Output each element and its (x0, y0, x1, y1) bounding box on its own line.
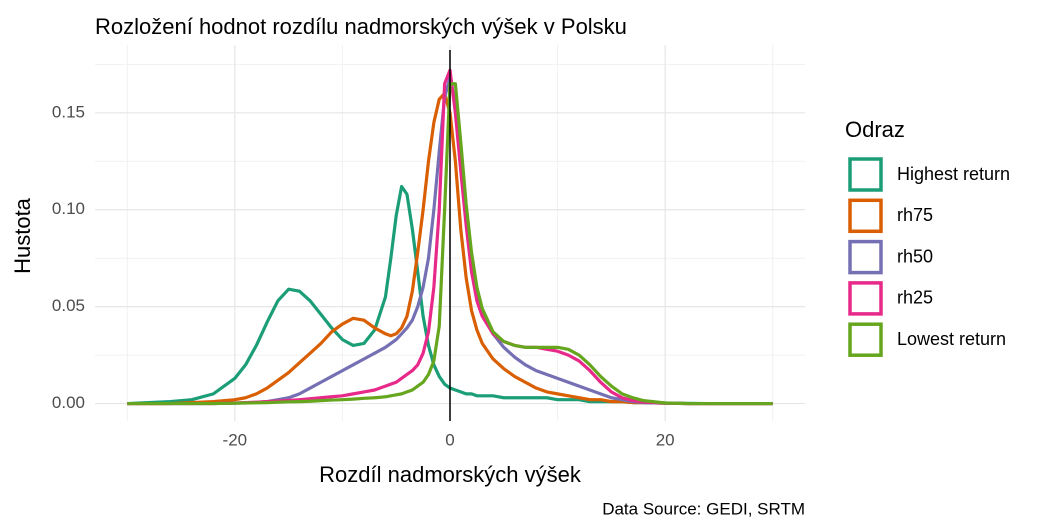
density-line (127, 91, 773, 406)
legend-label: rh25 (897, 288, 933, 308)
y-tick-label: 0.10 (52, 199, 85, 218)
y-tick-label: 0.05 (52, 296, 85, 315)
y-axis-label: Hustota (10, 197, 35, 274)
y-tick-label: 0.15 (52, 102, 85, 121)
x-axis-label: Rozdíl nadmorských výšek (319, 462, 582, 487)
y-tick-label: 0.00 (52, 393, 85, 412)
legend-key (848, 239, 883, 275)
legend-label: rh50 (897, 246, 933, 266)
chart-title: Rozložení hodnot rozdílu nadmorských výš… (95, 14, 627, 39)
legend-key (848, 281, 883, 316)
x-tick-label: 20 (656, 430, 675, 449)
legend-key (848, 322, 883, 357)
legend-label: Lowest return (897, 329, 1006, 349)
legend-title: Odraz (845, 117, 905, 142)
legend-label: rh75 (897, 205, 933, 225)
density-line (127, 76, 773, 406)
density-line (127, 82, 773, 406)
caption: Data Source: GEDI, SRTM (602, 499, 805, 518)
x-tick-label: -20 (223, 430, 248, 449)
legend-label: Highest return (897, 164, 1010, 184)
x-tick-label: 0 (445, 430, 454, 449)
legend-key (848, 157, 883, 192)
legend-key (848, 198, 883, 234)
